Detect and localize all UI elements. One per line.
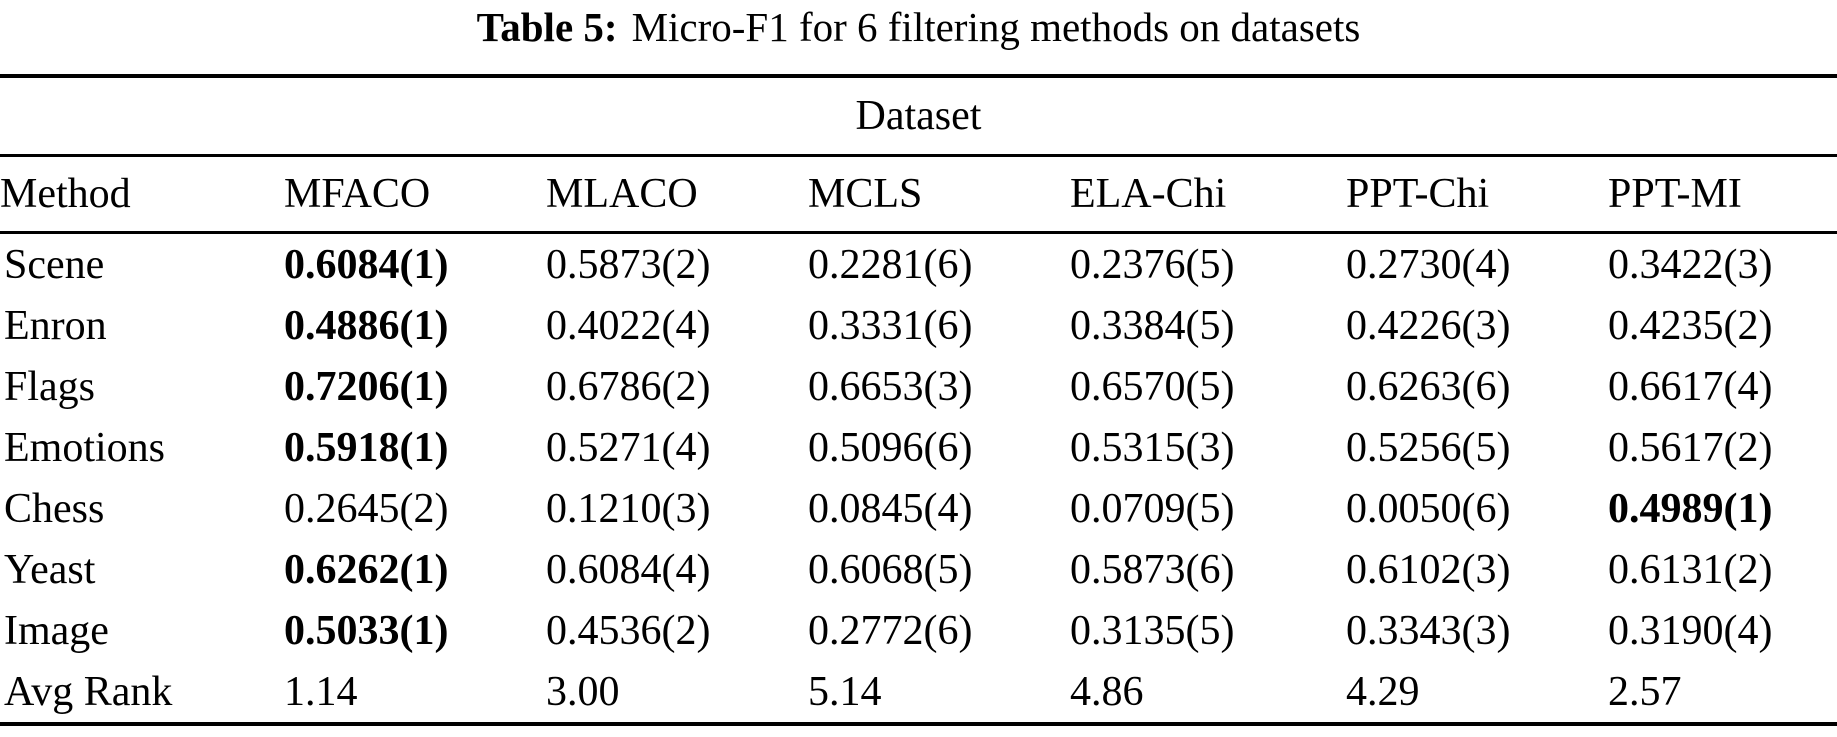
cell: 0.5873(6) <box>1070 546 1235 593</box>
cell: 0.0709(5) <box>1070 485 1235 532</box>
table-caption: Table 5: Micro-F1 for 6 filtering methods… <box>0 4 1837 50</box>
cell: 0.6617(4) <box>1608 363 1773 410</box>
cell: 2.57 <box>1608 668 1682 715</box>
cell: 0.6084(1) <box>284 241 449 288</box>
cell: 0.6084(4) <box>546 546 711 593</box>
cell: 0.3135(5) <box>1070 607 1235 654</box>
cell: 0.6262(1) <box>284 546 449 593</box>
row-label: Flags <box>4 363 96 410</box>
cell: 3.00 <box>546 668 620 715</box>
cell: 0.3331(6) <box>808 302 973 349</box>
table-row-chess: Chess 0.2645(2) 0.1210(3) 0.0845(4) 0.07… <box>0 478 1837 539</box>
row-label: Enron <box>4 302 107 349</box>
cell: 0.4886(1) <box>284 302 449 349</box>
row-label: Chess <box>4 485 105 532</box>
row-label: Yeast <box>4 546 96 593</box>
row-label: Scene <box>4 241 105 288</box>
cell: 1.14 <box>284 668 358 715</box>
cell: 0.3190(4) <box>1608 607 1773 654</box>
table-caption-text: Micro-F1 for 6 filtering methods on data… <box>631 4 1361 50</box>
cell: 0.1210(3) <box>546 485 711 532</box>
group-header-row: Dataset <box>0 76 1837 157</box>
group-header-dataset: Dataset <box>0 76 1837 157</box>
cell: 0.2772(6) <box>808 607 973 654</box>
column-header-ppt-mi: PPT-MI <box>1608 155 1837 234</box>
cell: 4.86 <box>1070 668 1144 715</box>
column-header-mcls: MCLS <box>808 155 1070 234</box>
cell: 0.4226(3) <box>1346 302 1511 349</box>
cell: 0.7206(1) <box>284 363 449 410</box>
cell: 0.5617(2) <box>1608 424 1773 471</box>
cell: 0.0845(4) <box>808 485 973 532</box>
cell: 0.3384(5) <box>1070 302 1235 349</box>
table-row-avg-rank: Avg Rank 1.14 3.00 5.14 4.86 4.29 2.57 <box>0 661 1837 724</box>
cell: 0.5096(6) <box>808 424 973 471</box>
cell: 0.2730(4) <box>1346 241 1511 288</box>
cell: 0.4989(1) <box>1608 485 1773 532</box>
table-row-flags: Flags 0.7206(1) 0.6786(2) 0.6653(3) 0.65… <box>0 356 1837 417</box>
cell: 0.5873(2) <box>546 241 711 288</box>
cell: 0.6786(2) <box>546 363 711 410</box>
cell: 0.5256(5) <box>1346 424 1511 471</box>
table-caption-label: Table 5: <box>476 4 618 50</box>
table-row-yeast: Yeast 0.6262(1) 0.6084(4) 0.6068(5) 0.58… <box>0 539 1837 600</box>
cell: 0.3343(3) <box>1346 607 1511 654</box>
cell: 0.6653(3) <box>808 363 973 410</box>
cell: 0.0050(6) <box>1346 485 1511 532</box>
cell: 0.3422(3) <box>1608 241 1773 288</box>
cell: 0.6570(5) <box>1070 363 1235 410</box>
cell: 0.4235(2) <box>1608 302 1773 349</box>
column-header-mfaco: MFACO <box>284 155 546 234</box>
column-header-ela-chi: ELA-Chi <box>1070 155 1346 234</box>
cell: 0.5918(1) <box>284 424 449 471</box>
cell: 0.6131(2) <box>1608 546 1773 593</box>
cell: 0.5033(1) <box>284 607 449 654</box>
table-row-emotions: Emotions 0.5918(1) 0.5271(4) 0.5096(6) 0… <box>0 417 1837 478</box>
cell: 0.5315(3) <box>1070 424 1235 471</box>
cell: 0.2281(6) <box>808 241 973 288</box>
row-label: Emotions <box>4 424 166 471</box>
column-header-row: Method MFACO MLACO MCLS ELA-Chi PPT-Chi … <box>0 155 1837 234</box>
cell: 0.2376(5) <box>1070 241 1235 288</box>
cell: 0.5271(4) <box>546 424 711 471</box>
cell: 0.6068(5) <box>808 546 973 593</box>
row-label: Image <box>4 607 109 654</box>
row-label: Avg Rank <box>4 668 173 715</box>
cell: 0.6263(6) <box>1346 363 1511 410</box>
cell: 0.4536(2) <box>546 607 711 654</box>
cell: 4.29 <box>1346 668 1420 715</box>
column-header-mlaco: MLACO <box>546 155 808 234</box>
cell: 0.6102(3) <box>1346 546 1511 593</box>
cell: 0.2645(2) <box>284 485 449 532</box>
results-table: Dataset Method MFACO MLACO MCLS ELA-Chi … <box>0 74 1837 726</box>
table-row-image: Image 0.5033(1) 0.4536(2) 0.2772(6) 0.31… <box>0 600 1837 661</box>
cell: 0.4022(4) <box>546 302 711 349</box>
cell: 5.14 <box>808 668 882 715</box>
column-header-method: Method <box>0 155 284 234</box>
table-row-scene: Scene 0.6084(1) 0.5873(2) 0.2281(6) 0.23… <box>0 233 1837 296</box>
column-header-ppt-chi: PPT-Chi <box>1346 155 1608 234</box>
table-row-enron: Enron 0.4886(1) 0.4022(4) 0.3331(6) 0.33… <box>0 295 1837 356</box>
